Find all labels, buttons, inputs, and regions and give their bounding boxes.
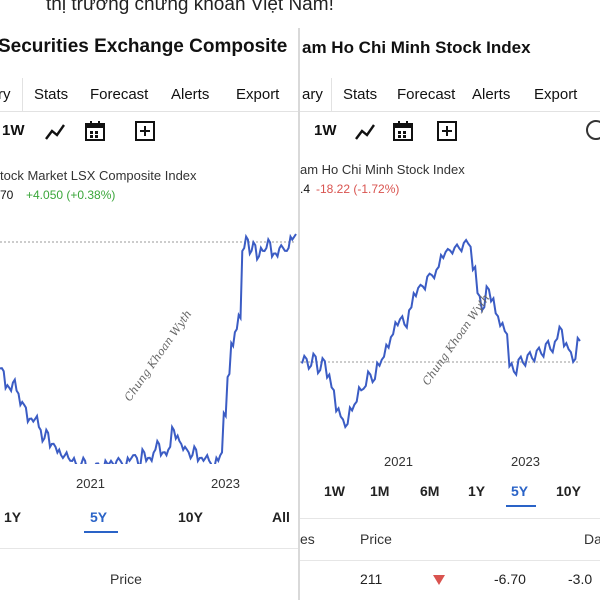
- active-range-underline: [506, 505, 536, 507]
- column-header-price: Price: [110, 571, 142, 587]
- range-1m-button[interactable]: 1M: [370, 483, 390, 499]
- index-name: am Ho Chi Minh Stock Index: [300, 162, 465, 177]
- tab-alerts[interactable]: Alerts: [472, 86, 511, 103]
- x-tick-label: 2023: [211, 476, 240, 491]
- watermark: Chung Khoan Wyth: [420, 292, 493, 388]
- range-selector: 1Y 5Y 10Y All: [0, 504, 298, 536]
- down-arrow-icon: [433, 575, 445, 585]
- x-tick-label: 2021: [76, 476, 105, 491]
- range-1w-button[interactable]: 1W: [314, 122, 337, 139]
- plus-box-icon[interactable]: [436, 120, 458, 142]
- caption-text: thị trường chứng khoán Việt Nam!: [46, 0, 334, 15]
- page-title: Securities Exchange Composite: [0, 36, 288, 57]
- page-title: am Ho Chi Minh Stock Index: [302, 38, 531, 57]
- series-line: [301, 238, 581, 430]
- x-tick-label: 2021: [384, 454, 413, 469]
- tab-summary[interactable]: ary: [302, 86, 323, 103]
- range-selector: 1W 1M 6M 1Y 5Y 10Y: [300, 478, 600, 510]
- tab-summary[interactable]: ry: [0, 86, 11, 103]
- tab-bar: ry Stats Forecast Alerts Export: [0, 78, 298, 112]
- x-tick-label: 2023: [511, 454, 540, 469]
- tab-export[interactable]: Export: [236, 86, 280, 103]
- column-header-date: Da: [584, 531, 600, 547]
- calendar-icon[interactable]: [84, 120, 106, 142]
- table-header: Price: [0, 548, 298, 589]
- price-chart[interactable]: tock Market LSX Composite Index 70 +4.05…: [0, 154, 298, 494]
- change-cell: -6.70: [494, 571, 526, 587]
- index-value: .4: [300, 182, 311, 196]
- range-5y-button[interactable]: 5Y: [511, 483, 529, 499]
- range-10y-button[interactable]: 10Y: [178, 509, 203, 525]
- range-1y-button[interactable]: 1Y: [468, 483, 486, 499]
- column-header-changes: es: [300, 531, 315, 547]
- watermark: Chung Khoan Wyth: [122, 308, 195, 404]
- index-name: tock Market LSX Composite Index: [0, 168, 197, 183]
- panel-divider: [298, 28, 300, 600]
- chart-svg: Chung Khoan Wyth: [0, 233, 297, 464]
- line-chart-icon[interactable]: [44, 122, 66, 142]
- info-icon[interactable]: [586, 120, 600, 140]
- calendar-icon[interactable]: [392, 120, 414, 142]
- chart-toolbar: 1W: [300, 118, 600, 146]
- tab-stats[interactable]: Stats: [343, 86, 378, 103]
- active-range-underline: [84, 531, 118, 533]
- change-percent-cell: -3.0: [568, 571, 593, 587]
- range-1w-button[interactable]: 1W: [2, 122, 25, 139]
- tab-divider: [22, 78, 23, 112]
- right-panel: am Ho Chi Minh Stock Index ary Stats For…: [300, 28, 600, 600]
- tab-export[interactable]: Export: [534, 86, 578, 103]
- range-6m-button[interactable]: 6M: [420, 483, 440, 499]
- index-value: 70: [0, 188, 14, 202]
- index-change: -18.22 (-1.72%): [316, 182, 400, 196]
- tab-bar-border: [0, 111, 298, 112]
- tab-forecast[interactable]: Forecast: [90, 86, 149, 103]
- chart-svg: Chung Khoan Wyth: [300, 238, 581, 430]
- table-row[interactable]: 211 -6.70 -3.0: [300, 560, 600, 600]
- chart-toolbar: 1W: [0, 118, 298, 146]
- range-5y-button[interactable]: 5Y: [90, 509, 108, 525]
- tab-forecast[interactable]: Forecast: [397, 86, 456, 103]
- tab-bar-border: [300, 111, 600, 112]
- tab-alerts[interactable]: Alerts: [171, 86, 210, 103]
- tab-bar: ary Stats Forecast Alerts Export: [300, 78, 600, 112]
- line-chart-icon[interactable]: [354, 122, 376, 142]
- column-header-price: Price: [360, 531, 392, 547]
- plus-box-icon[interactable]: [134, 120, 156, 142]
- tab-divider: [331, 78, 332, 112]
- range-all-button[interactable]: All: [272, 509, 290, 525]
- caption: thị trường chứng khoán Việt Nam!: [0, 0, 600, 28]
- range-1y-button[interactable]: 1Y: [4, 509, 22, 525]
- left-panel: Securities Exchange Composite ry Stats F…: [0, 28, 298, 600]
- table-header: es Price Da: [300, 518, 600, 559]
- index-change: +4.050 (+0.38%): [26, 188, 116, 202]
- price-chart[interactable]: am Ho Chi Minh Stock Index .4 -18.22 (-1…: [300, 154, 600, 494]
- range-1w-button[interactable]: 1W: [324, 483, 345, 499]
- series-line: [0, 233, 297, 464]
- tab-stats[interactable]: Stats: [34, 86, 69, 103]
- price-cell: 211: [360, 571, 383, 587]
- range-10y-button[interactable]: 10Y: [556, 483, 581, 499]
